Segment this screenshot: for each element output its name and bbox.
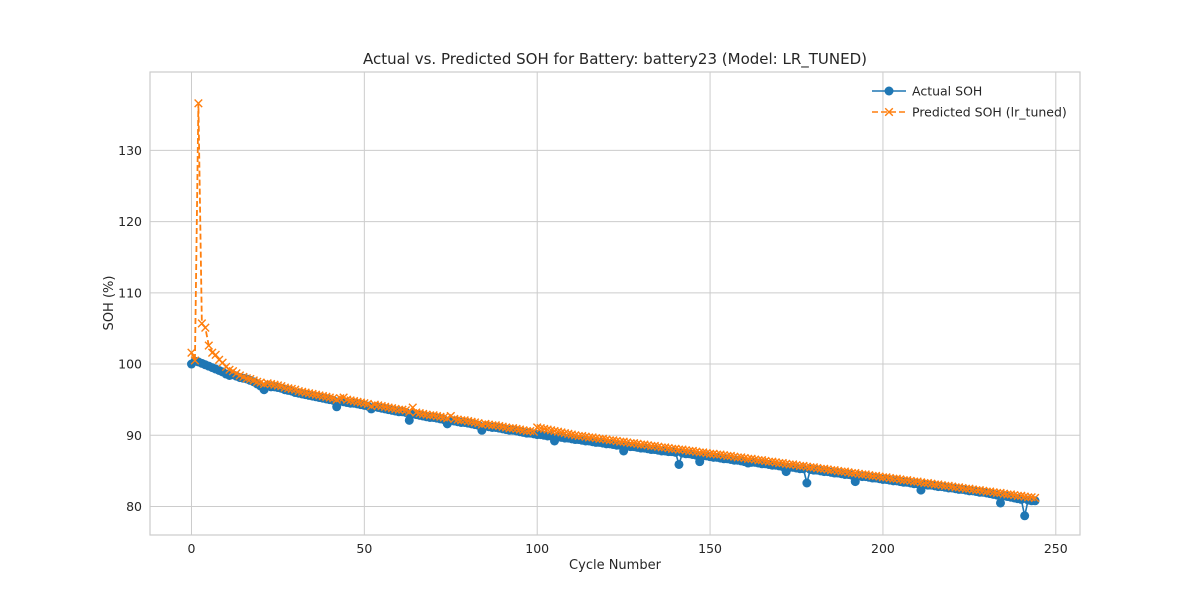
predicted-point-203 bbox=[889, 474, 898, 484]
predicted-point-206 bbox=[899, 475, 908, 485]
predicted-point-242 bbox=[1023, 492, 1033, 502]
predicted-point-87 bbox=[487, 421, 497, 430]
predicted-point-236 bbox=[1003, 490, 1012, 499]
x-tick-label-2: 100 bbox=[525, 541, 549, 556]
predicted-point-112 bbox=[574, 431, 583, 441]
y-tick-label-1: 90 bbox=[126, 428, 142, 443]
predicted-point-224 bbox=[961, 484, 971, 493]
predicted-point-7 bbox=[211, 350, 220, 360]
predicted-point-127 bbox=[626, 438, 635, 448]
legend-marker-actual bbox=[884, 86, 894, 96]
predicted-point-179 bbox=[806, 463, 815, 472]
predicted-point-115 bbox=[584, 433, 594, 442]
chart-title: Actual vs. Predicted SOH for Battery: ba… bbox=[363, 50, 867, 69]
plot-frame bbox=[149, 71, 1081, 536]
legend-label-1: Predicted SOH (lr_tuned) bbox=[912, 105, 1067, 120]
predicted-point-167 bbox=[764, 457, 774, 466]
predicted-point-212 bbox=[920, 478, 929, 488]
predicted-point-1 bbox=[190, 356, 200, 365]
predicted-point-200 bbox=[878, 473, 888, 482]
x-tick-label-3: 150 bbox=[698, 541, 722, 556]
predicted-point-191 bbox=[847, 468, 857, 478]
predicted-point-150 bbox=[705, 449, 715, 459]
x-tick-label-1: 50 bbox=[356, 541, 372, 556]
predicted-point-152 bbox=[712, 450, 722, 459]
predicted-point-147 bbox=[695, 448, 704, 457]
series-1 bbox=[187, 99, 1040, 503]
predicted-point-239 bbox=[1013, 491, 1023, 501]
predicted-point-221 bbox=[951, 482, 960, 492]
x-tick-label-0: 0 bbox=[188, 541, 196, 556]
series-group bbox=[186, 99, 1040, 521]
predicted-point-2 bbox=[194, 99, 203, 108]
legend-marker-predicted bbox=[884, 107, 894, 117]
predicted-point-64 bbox=[408, 403, 418, 412]
predicted-point-185 bbox=[826, 465, 836, 475]
predicted-point-97 bbox=[522, 426, 532, 436]
predicted-point-136 bbox=[657, 443, 666, 452]
predicted-point-5 bbox=[204, 341, 214, 350]
predicted-point-173 bbox=[785, 460, 794, 469]
predicted-point-230 bbox=[982, 487, 991, 496]
legend-label-0: Actual SOH bbox=[912, 84, 982, 99]
predicted-point-69 bbox=[425, 411, 435, 420]
predicted-point-197 bbox=[868, 471, 877, 481]
y-tick-label-4: 120 bbox=[118, 214, 142, 229]
x-tick-label-4: 200 bbox=[871, 541, 895, 556]
predicted-point-78 bbox=[456, 416, 466, 425]
predicted-point-155 bbox=[723, 451, 732, 461]
actual-point-241 bbox=[1020, 511, 1030, 521]
predicted-point-144 bbox=[685, 446, 694, 456]
y-tick-label-2: 100 bbox=[118, 357, 142, 372]
predicted-point-227 bbox=[971, 485, 981, 495]
grid bbox=[150, 72, 1080, 535]
actual-point-178 bbox=[802, 478, 812, 488]
predicted-point-4 bbox=[201, 323, 210, 333]
predicted-point-194 bbox=[857, 470, 867, 479]
actual-point-141 bbox=[674, 459, 684, 469]
predicted-point-164 bbox=[754, 455, 763, 465]
predicted-point-118 bbox=[595, 434, 604, 444]
predicted-point-209 bbox=[909, 477, 919, 486]
x-tick-label-5: 250 bbox=[1044, 541, 1068, 556]
predicted-point-215 bbox=[930, 480, 940, 489]
legend: Actual SOH Predicted SOH (lr_tuned) bbox=[872, 84, 1067, 120]
predicted-point-60 bbox=[394, 405, 404, 414]
predicted-point-121 bbox=[605, 435, 615, 445]
predicted-point-124 bbox=[615, 437, 625, 446]
y-tick-label-0: 80 bbox=[126, 499, 142, 514]
predicted-point-244 bbox=[1030, 493, 1040, 503]
predicted-point-233 bbox=[992, 488, 1002, 498]
x-axis-label: Cycle Number bbox=[569, 558, 662, 573]
predicted-point-161 bbox=[743, 454, 753, 464]
predicted-point-158 bbox=[733, 453, 743, 462]
predicted-point-92 bbox=[505, 423, 514, 433]
predicted-point-130 bbox=[636, 440, 646, 449]
actual-point-234 bbox=[995, 498, 1005, 508]
predicted-point-182 bbox=[816, 464, 826, 474]
predicted-point-139 bbox=[667, 444, 677, 454]
predicted-point-218 bbox=[940, 481, 950, 491]
predicted-point-188 bbox=[837, 467, 846, 476]
predicted-point-133 bbox=[647, 441, 656, 451]
series-line-1 bbox=[190, 103, 1036, 499]
predicted-point-141 bbox=[674, 445, 684, 454]
y-tick-label-5: 130 bbox=[118, 143, 142, 158]
predicted-point-170 bbox=[774, 458, 784, 468]
ticks: 0 50 100 150 200 250 80 90 100 110 120 130 bbox=[118, 143, 1068, 556]
y-tick-label-3: 110 bbox=[118, 285, 142, 300]
y-axis-label: SOH (%) bbox=[102, 276, 117, 331]
predicted-point-176 bbox=[795, 461, 805, 471]
predicted-point-0 bbox=[187, 348, 196, 357]
